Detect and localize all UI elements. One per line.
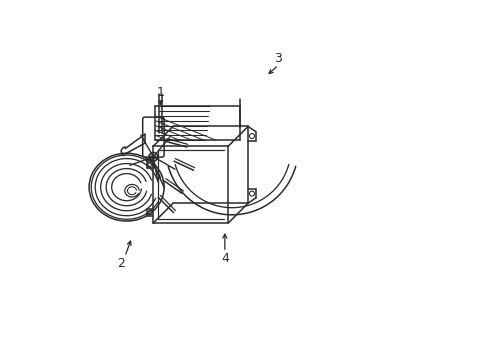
Text: 4: 4 bbox=[221, 252, 228, 265]
Text: 2: 2 bbox=[117, 257, 125, 270]
Text: 1: 1 bbox=[156, 86, 164, 99]
Text: 3: 3 bbox=[274, 52, 282, 65]
